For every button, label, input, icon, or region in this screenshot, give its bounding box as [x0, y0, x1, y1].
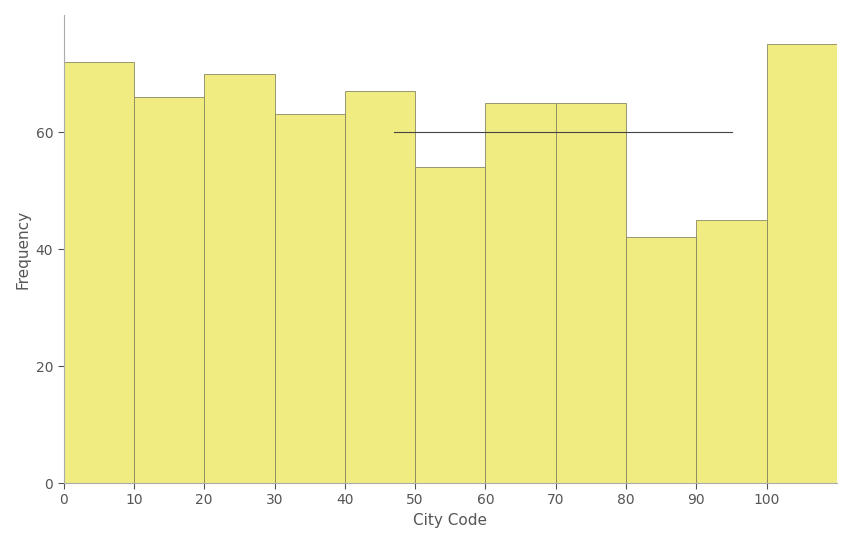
X-axis label: City Code: City Code	[413, 513, 487, 528]
Bar	[274, 115, 345, 483]
Bar	[415, 167, 486, 483]
Bar	[486, 103, 556, 483]
Bar	[696, 220, 767, 483]
Bar	[556, 103, 626, 483]
Y-axis label: Frequency: Frequency	[15, 210, 30, 288]
Bar	[767, 44, 837, 483]
Bar	[64, 62, 134, 483]
Bar	[134, 97, 204, 483]
Bar	[345, 91, 415, 483]
Bar	[626, 237, 696, 483]
Bar	[204, 73, 274, 483]
